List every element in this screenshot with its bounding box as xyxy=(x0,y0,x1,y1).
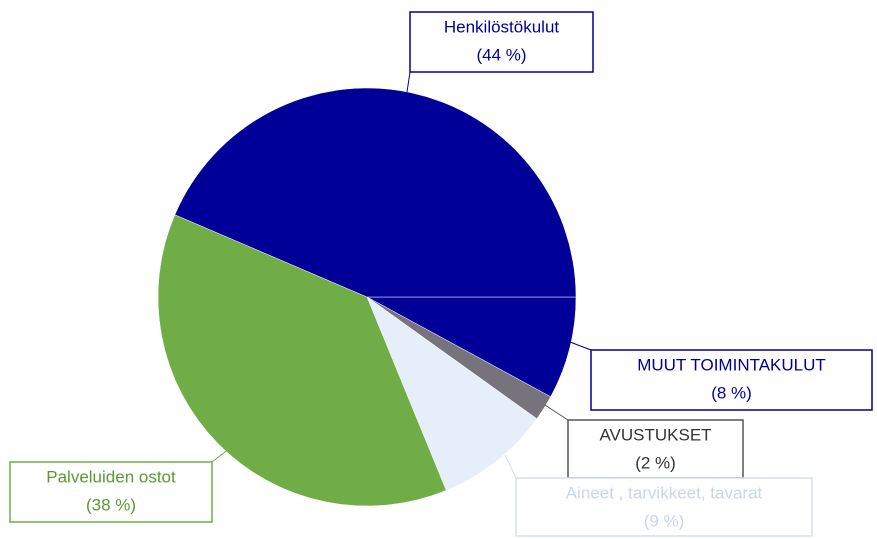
leader-line xyxy=(569,341,592,351)
slice-value-label: (9 %) xyxy=(644,511,685,530)
slice-value-label: (38 %) xyxy=(86,495,136,514)
leader-line xyxy=(211,447,231,463)
slice-value-label: (44 %) xyxy=(476,45,526,64)
label-box xyxy=(515,477,813,537)
pie-slice xyxy=(366,296,538,491)
label-box xyxy=(567,419,744,479)
slice-label: MUUT TOIMINTAKULUT xyxy=(637,355,826,374)
leader-line xyxy=(406,71,411,93)
pie-slice xyxy=(174,87,577,298)
pie-slice xyxy=(366,296,577,398)
leader-line xyxy=(544,404,569,421)
slice-label: AVUSTUKSET xyxy=(599,425,711,444)
pie-slice xyxy=(157,214,447,507)
slice-label: Henkilöstökulut xyxy=(444,17,560,36)
slice-value-label: (8 %) xyxy=(711,383,752,402)
label-box xyxy=(409,11,594,73)
slice-label: Palveluiden ostot xyxy=(46,467,176,486)
label-box xyxy=(590,349,873,411)
slice-value-label: (2 %) xyxy=(635,453,676,472)
leader-line xyxy=(504,454,517,479)
label-box xyxy=(9,461,213,523)
slice-label: Aineet , tarvikkeet, tavarat xyxy=(566,483,763,502)
